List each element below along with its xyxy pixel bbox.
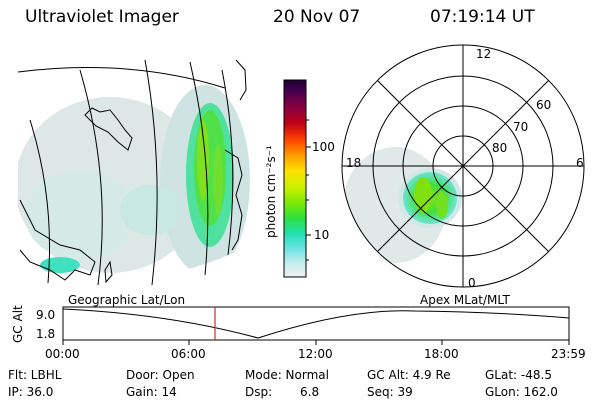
colorbar	[283, 79, 311, 278]
colorbar-tick-10: 10	[314, 228, 330, 242]
seq-label: Seq: 39	[367, 385, 413, 399]
altitude-ymax: 9.0	[36, 308, 56, 322]
xtick-1800: 18:00	[424, 347, 459, 361]
glon-label: GLon: 162.0	[485, 385, 558, 399]
colorbar-unit-label: photon cm⁻²s⁻¹	[264, 145, 278, 238]
time-label: 07:19:14 UT	[430, 7, 535, 27]
xtick-0600: 06:00	[171, 347, 206, 361]
date-label: 20 Nov 07	[273, 7, 361, 27]
gc-alt-label: GC Alt: 4.9 Re	[367, 368, 451, 382]
mlt-label-6: 6	[576, 156, 584, 170]
dsp-label: Dsp:	[245, 385, 273, 399]
door-label: Door: Open	[126, 368, 195, 382]
geographic-map	[17, 59, 250, 286]
mlt-label-18: 18	[346, 156, 362, 170]
polar-map-caption: Apex MLat/MLT	[420, 293, 510, 307]
mlat-label-60: 60	[536, 98, 552, 112]
xtick-0000: 00:00	[45, 347, 80, 361]
mlt-label-12: 12	[476, 47, 492, 61]
instrument-title: Ultraviolet Imager	[25, 7, 179, 27]
altitude-ylabel: GC Alt	[11, 305, 25, 343]
filter-label: Flt: LBHL	[8, 368, 62, 382]
mlat-label-70: 70	[513, 120, 529, 134]
altitude-plot	[62, 306, 570, 345]
mlat-label-80: 80	[492, 141, 508, 155]
polar-map	[341, 44, 585, 288]
ip-label: IP: 36.0	[8, 385, 54, 399]
colorbar-tick-100: 100	[312, 140, 335, 154]
geo-map-caption: Geographic Lat/Lon	[68, 293, 186, 307]
xtick-2359: 23:59	[551, 347, 586, 361]
mode-label: Mode: Normal	[245, 368, 329, 382]
glat-label: GLat: -48.5	[485, 368, 552, 382]
dsp-value: 6.8	[300, 385, 320, 399]
gain-label: Gain: 14	[126, 385, 177, 399]
altitude-ymin: 1.8	[36, 327, 56, 341]
xtick-1200: 12:00	[298, 347, 333, 361]
mlt-label-0: 0	[468, 276, 476, 290]
